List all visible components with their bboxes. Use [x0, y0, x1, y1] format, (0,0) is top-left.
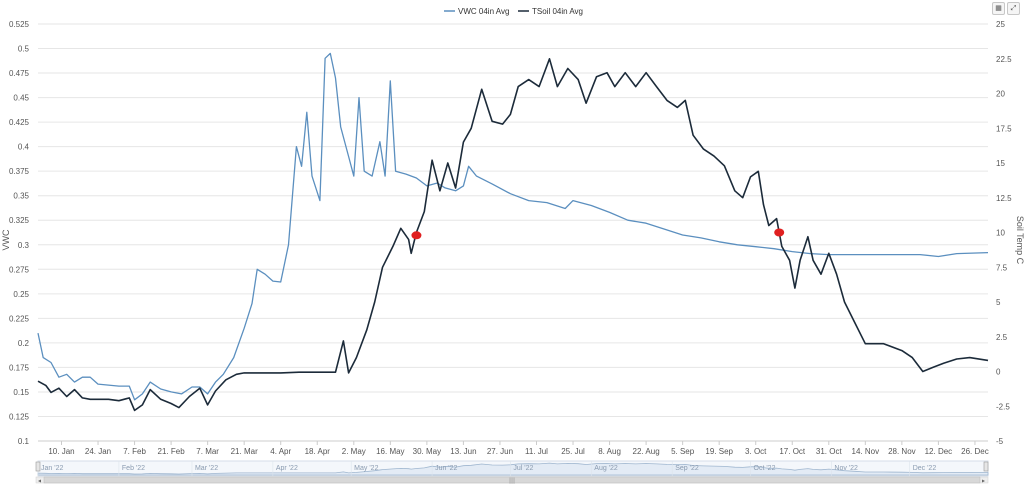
navigator-tick-label: Dec '22 [913, 465, 937, 472]
x-tick-label: 19. Sep [705, 447, 733, 456]
left-tick-label: 0.2 [18, 339, 30, 348]
scrollbar-grip-icon: ||| [509, 478, 515, 485]
x-axis-ticks: 10. Jan 24. Jan 7. Feb 21. Feb 7. Mar 21. Mar… [38, 440, 989, 456]
x-tick-label: 7. Feb [123, 447, 146, 456]
x-tick-label: 2. May [342, 447, 366, 456]
right-tick-label: 20 [996, 90, 1005, 99]
left-tick-label: 0.225 [9, 314, 30, 323]
x-tick-label: 26. Dec [961, 447, 989, 456]
navigator-tick-label: Aug '22 [594, 465, 618, 472]
navigator-tick-label: Jul '22 [513, 465, 533, 472]
left-tick-label: 0.25 [13, 290, 29, 299]
right-tick-label: 7.5 [996, 263, 1008, 272]
x-tick-label: 18. Apr [305, 447, 331, 456]
right-tick-label: 17.5 [996, 124, 1012, 133]
left-tick-label: 0.525 [9, 20, 30, 29]
scrollbar-thumb[interactable] [43, 476, 981, 484]
horizontal-gridlines [38, 23, 988, 442]
navigator-tick-label: Jan '22 [41, 465, 63, 472]
series-line-vwc[interactable] [37, 52, 989, 401]
left-axis-title: VWC [1, 229, 11, 250]
left-axis-ticks: 0.1 0.125 0.15 0.175 0.2 0.225 0.25 0.275 0.3 0.3… [9, 20, 30, 446]
series-line-tsoil[interactable] [37, 58, 989, 412]
right-tick-label: 0 [996, 368, 1001, 377]
legend[interactable]: VWC 04in Avg TSoil 04in Avg [444, 7, 583, 16]
x-tick-label: 27. Jun [487, 447, 513, 456]
legend-item-vwc[interactable]: VWC 04in Avg [444, 7, 509, 16]
navigator-tick-label: Oct '22 [754, 465, 776, 472]
x-tick-label: 13. Jun [450, 447, 476, 456]
navigator-tick-label: May '22 [354, 465, 378, 472]
x-tick-label: 3. Oct [745, 447, 767, 456]
right-axis-ticks: -5 -2.5 0 2.5 5 7.5 10 12.5 15 17.5 20 22.5 25 [996, 20, 1012, 446]
right-tick-label: -2.5 [996, 402, 1010, 411]
x-tick-label: 21. Feb [158, 447, 186, 456]
left-tick-label: 0.35 [13, 192, 29, 201]
right-tick-label: 5 [996, 298, 1001, 307]
left-tick-label: 0.5 [18, 45, 30, 54]
x-tick-label: 31. Oct [816, 447, 843, 456]
x-tick-label: 24. Jan [85, 447, 111, 456]
right-tick-label: -5 [996, 437, 1004, 446]
x-tick-label: 10. Jan [48, 447, 74, 456]
x-tick-label: 17. Oct [779, 447, 806, 456]
calendar-icon[interactable]: ▦ [992, 2, 1005, 15]
left-tick-label: 0.175 [9, 363, 30, 372]
left-tick-label: 0.15 [13, 388, 29, 397]
x-tick-label: 7. Mar [196, 447, 219, 456]
right-tick-label: 12.5 [996, 194, 1012, 203]
left-tick-label: 0.3 [18, 241, 30, 250]
left-tick-label: 0.125 [9, 412, 30, 421]
x-tick-label: 4. Apr [270, 447, 291, 456]
navigator-tick-label: Apr '22 [276, 465, 298, 472]
left-tick-label: 0.4 [18, 143, 30, 152]
x-tick-label: 5. Sep [671, 447, 695, 456]
x-tick-label: 22. Aug [633, 447, 660, 456]
x-tick-label: 28. Nov [888, 447, 916, 456]
right-tick-label: 25 [996, 20, 1005, 29]
x-tick-label: 12. Dec [925, 447, 953, 456]
x-tick-label: 25. Jul [561, 447, 585, 456]
left-tick-label: 0.325 [9, 216, 30, 225]
right-tick-label: 2.5 [996, 333, 1008, 342]
x-tick-label: 14. Nov [852, 447, 880, 456]
navigator-tick-label: Sep '22 [675, 465, 699, 472]
annotation-dot [411, 231, 422, 240]
right-axis-title: Soil Temp C [1015, 216, 1024, 265]
x-tick-label: 16. May [376, 447, 404, 456]
right-tick-label: 15 [996, 159, 1005, 168]
left-tick-label: 0.375 [9, 167, 30, 176]
navigator-tick-label: Feb '22 [122, 465, 145, 472]
navigator-tick-label: Mar '22 [195, 465, 218, 472]
right-tick-label: 22.5 [996, 55, 1012, 64]
annotation-dot [774, 228, 785, 237]
left-tick-label: 0.45 [13, 94, 29, 103]
x-tick-label: 11. Jul [525, 447, 548, 456]
x-tick-label: 21. Mar [231, 447, 258, 456]
scrollbar[interactable]: ◂ ▸ ||| [35, 476, 989, 485]
annotation-dots [411, 228, 785, 240]
navigator-handle-right[interactable] [983, 461, 989, 472]
navigator-handle-left[interactable] [35, 461, 41, 472]
navigator-ticks: Jan '22 Feb '22 Mar '22 Apr '22 May '22 Jun '… [37, 461, 937, 476]
left-tick-label: 0.475 [9, 69, 30, 78]
left-tick-label: 0.425 [9, 118, 30, 127]
series-lines [37, 52, 989, 412]
left-tick-label: 0.275 [9, 265, 30, 274]
x-tick-label: 8. Aug [598, 447, 621, 456]
navigator-tick-label: Nov '22 [834, 465, 858, 472]
navigator[interactable]: Jan '22 Feb '22 Mar '22 Apr '22 May '22 Jun '… [35, 460, 989, 477]
right-tick-label: 10 [996, 229, 1005, 238]
legend-label-vwc: VWC 04in Avg [458, 7, 509, 16]
scroll-left-icon[interactable]: ◂ [38, 478, 41, 485]
legend-item-tsoil[interactable]: TSoil 04in Avg [518, 7, 583, 16]
left-tick-label: 0.1 [18, 437, 30, 446]
legend-label-tsoil: TSoil 04in Avg [532, 7, 583, 16]
navigator-tick-label: Jun '22 [435, 465, 457, 472]
scroll-right-icon[interactable]: ▸ [982, 478, 985, 485]
x-tick-label: 30. May [413, 447, 441, 456]
expand-icon[interactable]: ⤢ [1007, 2, 1020, 15]
